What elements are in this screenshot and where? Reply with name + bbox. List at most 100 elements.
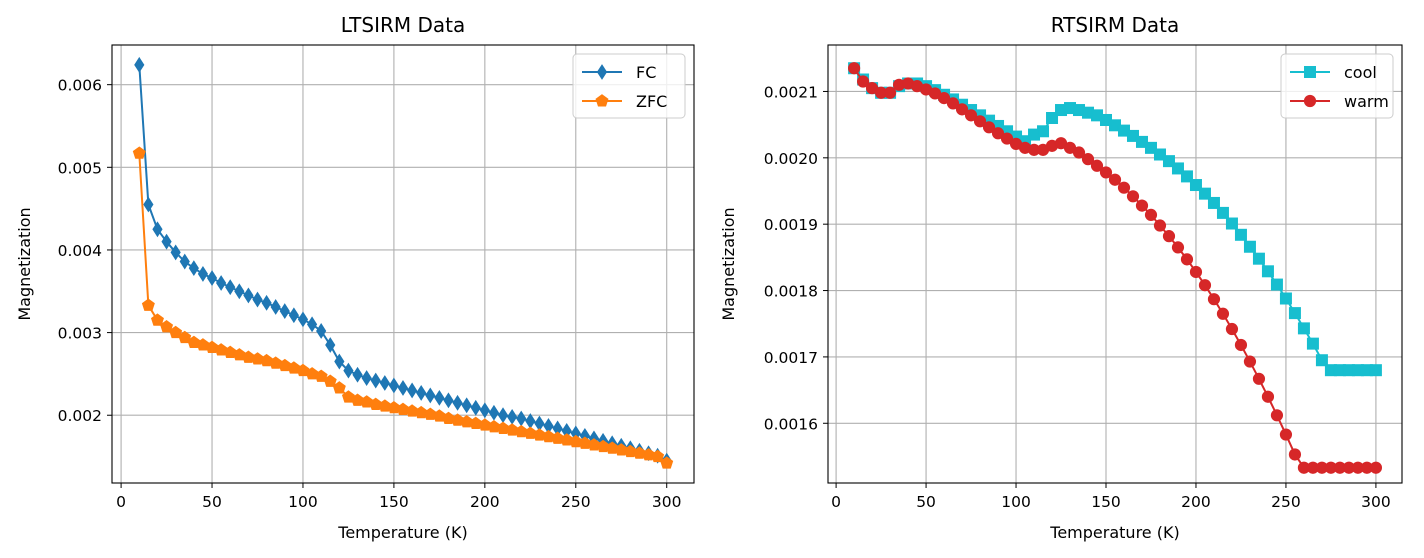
- warm-point: [1189, 265, 1203, 279]
- fc-point: [416, 384, 427, 401]
- warm-point: [946, 97, 960, 110]
- cool-point: [1288, 307, 1301, 320]
- ltsirm-series-zfc: [132, 146, 674, 469]
- warm-point: [1261, 390, 1275, 403]
- warm-point: [1225, 322, 1239, 336]
- zfc-point: [651, 449, 665, 463]
- fc-point: [306, 316, 318, 333]
- zfc-point: [396, 402, 410, 415]
- fc-point: [216, 275, 227, 291]
- zfc-point: [605, 441, 619, 454]
- y-tick-label: 0.0020: [764, 150, 818, 168]
- warm-point: [1090, 159, 1104, 172]
- fc-point: [525, 413, 536, 429]
- x-tick-label: 100: [288, 493, 318, 511]
- legend-warm-label: warm: [1344, 92, 1389, 111]
- zfc-line: [138, 153, 668, 464]
- zfc-point: [369, 397, 383, 411]
- zfc-point: [405, 404, 419, 417]
- x-tick-label: 200: [1181, 493, 1211, 511]
- x-tick-label: 300: [652, 493, 682, 511]
- y-tick-label: 0.006: [58, 77, 102, 95]
- fc-point: [397, 380, 409, 396]
- zfc-point: [141, 298, 155, 311]
- fc-point: [370, 372, 381, 389]
- fc-point: [288, 307, 299, 324]
- zfc-point: [451, 413, 465, 426]
- zfc-point: [387, 400, 401, 414]
- fc-point: [461, 397, 472, 414]
- fc-point: [443, 392, 454, 409]
- zfc-point: [478, 418, 492, 431]
- zfc-point: [469, 416, 483, 430]
- fc-point: [161, 233, 172, 250]
- x-tick-label: 0: [116, 493, 126, 511]
- zfc-point: [223, 345, 237, 358]
- fc-point: [479, 402, 490, 419]
- cool-point: [1252, 252, 1265, 265]
- ltsirm-title: LTSIRM Data: [341, 13, 465, 37]
- cool-point: [1144, 141, 1157, 154]
- warm-point: [1072, 146, 1086, 159]
- x-tick-label: 150: [379, 493, 409, 511]
- zfc-point: [278, 358, 292, 372]
- zfc-point: [578, 436, 592, 449]
- zfc-point: [314, 369, 328, 382]
- zfc-point: [251, 352, 264, 365]
- cool-point: [1243, 240, 1256, 253]
- warm-point: [1270, 409, 1284, 422]
- fc-point: [316, 323, 327, 339]
- zfc-point: [642, 448, 656, 461]
- cool-point: [1037, 125, 1050, 138]
- zfc-point: [160, 319, 174, 333]
- rtsirm-series-warm: [847, 62, 1383, 474]
- x-tick-label: 250: [1271, 493, 1301, 511]
- warm-point: [1216, 307, 1230, 320]
- fc-point: [325, 337, 336, 353]
- warm-point: [1099, 166, 1113, 179]
- cool-point: [1198, 187, 1211, 200]
- warm-point: [1207, 293, 1221, 306]
- fc-point: [379, 375, 390, 391]
- warm-point: [1279, 428, 1293, 441]
- warm-point: [1369, 461, 1383, 474]
- fc-point: [488, 404, 500, 421]
- ltsirm-legend: FC ZFC: [572, 53, 686, 119]
- y-tick-label: 0.002: [58, 407, 102, 425]
- zfc-point: [432, 409, 446, 422]
- zfc-point: [196, 338, 210, 351]
- zfc-point: [169, 325, 183, 339]
- zfc-point: [523, 426, 537, 439]
- zfc-point: [351, 393, 365, 406]
- zfc-point: [187, 335, 201, 349]
- cool-point: [1369, 364, 1382, 377]
- warm-point: [1126, 190, 1140, 203]
- zfc-point: [241, 350, 255, 363]
- x-tick-label: 100: [1001, 493, 1031, 511]
- zfc-point: [269, 356, 283, 369]
- fc-point: [352, 366, 363, 383]
- fc-point: [152, 221, 163, 238]
- fc-point: [261, 294, 272, 311]
- ltsirm-xlabel: Temperature (K): [337, 523, 467, 542]
- y-tick-label: 0.003: [58, 325, 102, 343]
- x-tick-label: 50: [202, 493, 222, 511]
- warm-point: [1171, 241, 1185, 254]
- zfc-point: [460, 415, 474, 428]
- x-tick-label: 250: [561, 493, 591, 511]
- rtsirm-panel: 0 50 100 150 200 250 300 0.0016 0.0017 0.0018 0.00…: [719, 13, 1403, 542]
- fc-point: [507, 408, 518, 425]
- legend-cool-marker: [1304, 66, 1316, 78]
- warm-point: [1117, 181, 1131, 194]
- x-tick-label: 150: [1091, 493, 1121, 511]
- fc-point: [197, 265, 209, 282]
- zfc-point: [178, 330, 192, 344]
- warm-point: [964, 109, 978, 122]
- zfc-point: [505, 423, 519, 436]
- warm-point: [1288, 448, 1302, 461]
- cool-point: [1306, 337, 1319, 350]
- fc-point: [206, 270, 218, 286]
- fc-point: [225, 279, 236, 296]
- zfc-point: [496, 421, 510, 434]
- zfc-point: [441, 411, 455, 425]
